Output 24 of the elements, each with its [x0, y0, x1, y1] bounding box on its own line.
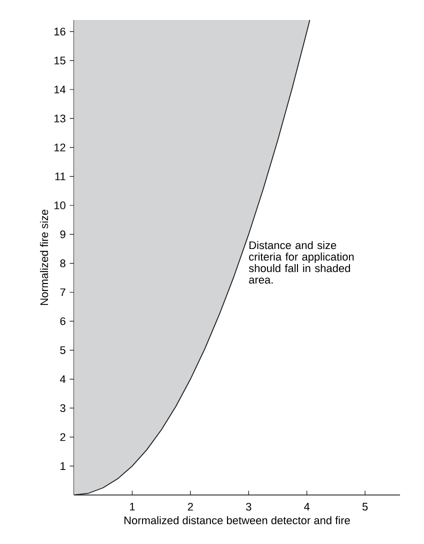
y-tick-label: 8: [60, 259, 66, 268]
y-tick-label: 10: [54, 201, 66, 210]
annotation: Distance and size criteria for application should fall in shaded area.: [248, 241, 354, 284]
y-tick-label: 2: [60, 433, 66, 441]
y-axis-title: Normalized fire size: [40, 210, 48, 305]
x-tick-label: 5: [362, 502, 368, 511]
y-tick-label: 5: [60, 346, 66, 354]
y-tick-label: 9: [60, 230, 66, 238]
y-tick-label: 4: [60, 375, 66, 383]
y-tick-label: 12: [54, 144, 66, 152]
y-tick-label: 15: [54, 56, 66, 64]
y-tick-label: 3: [60, 404, 66, 412]
x-tick-label: 2: [188, 502, 193, 511]
y-tick-label: 13: [54, 114, 66, 122]
y-tick-label: 1: [60, 462, 66, 470]
y-tick-label: 14: [54, 86, 66, 94]
y-tick-label: 7: [60, 288, 66, 296]
x-axis-title: Normalized distance between detector and fire: [124, 516, 350, 524]
y-tick-label: 11: [55, 172, 66, 180]
x-tick-label: 3: [246, 502, 252, 511]
x-tick-label: 1: [130, 502, 135, 510]
y-tick-label: 6: [60, 317, 66, 326]
x-tick-label: 4: [304, 502, 310, 510]
y-tick-label: 16: [54, 28, 66, 36]
